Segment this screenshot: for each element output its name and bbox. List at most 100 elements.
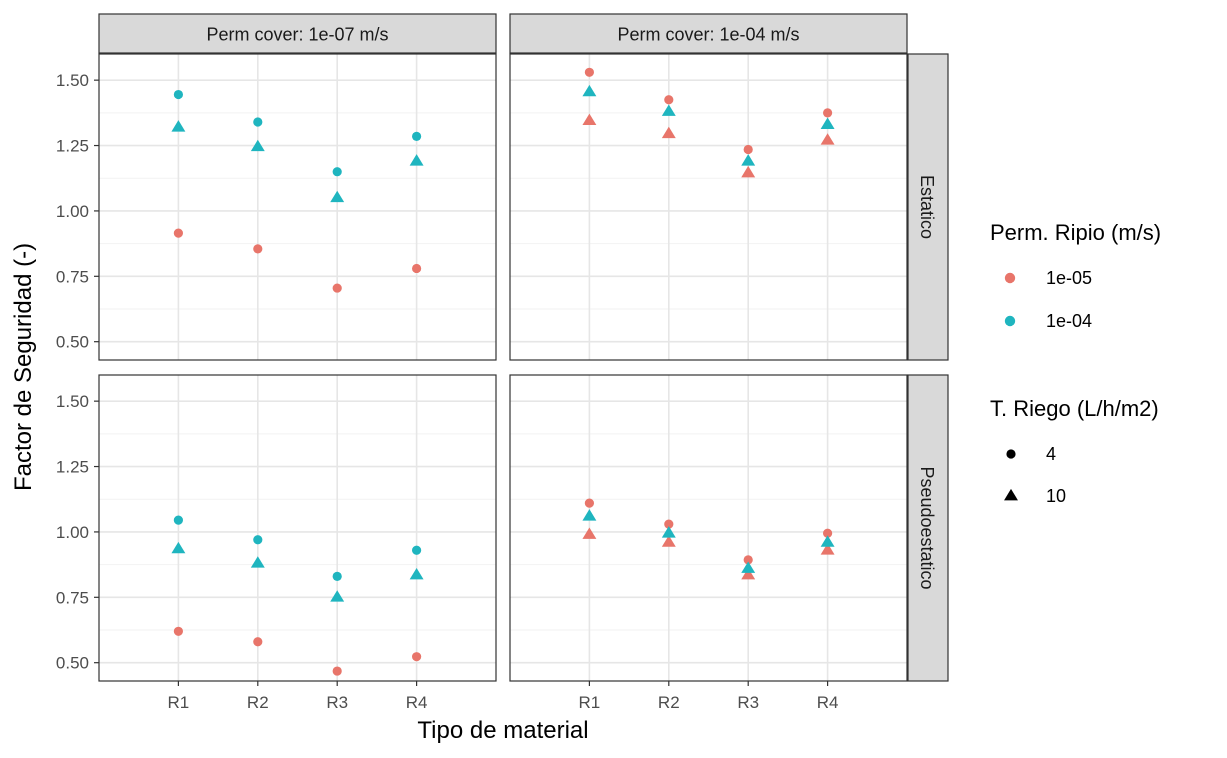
point-r1-ripio-1e-04-riego-10 bbox=[171, 120, 186, 132]
facet-col-label: Perm cover: 1e-04 m/s bbox=[617, 25, 799, 45]
point-r1-ripio-1e-04-riego-4 bbox=[173, 89, 183, 100]
point-r4-ripio-1e-04-riego-4 bbox=[412, 131, 422, 141]
point-r4-ripio-1e-05-riego-4 bbox=[823, 108, 833, 118]
point-r3-ripio-1e-05-riego-4 bbox=[743, 555, 753, 565]
panels-layer bbox=[98, 53, 908, 682]
y-tick-label: 1.00 bbox=[56, 523, 89, 542]
point-r4-ripio-1e-04-riego-4 bbox=[412, 545, 422, 555]
point-r2-ripio-1e-04-riego-4 bbox=[253, 117, 263, 127]
point-r3-ripio-1e-04-riego-10 bbox=[741, 154, 756, 166]
point-r4-ripio-1e-05-riego-4 bbox=[412, 652, 422, 662]
facet-strip-row-pseudoestatico: Pseudoestatico bbox=[907, 374, 949, 682]
point-r1-ripio-1e-05-riego-4 bbox=[584, 498, 595, 508]
panel-background bbox=[99, 54, 496, 360]
point-r3-ripio-1e-04-riego-10 bbox=[330, 590, 345, 602]
point-r3-ripio-1e-05-riego-10 bbox=[741, 165, 756, 178]
point-r3-ripio-1e-05-riego-4 bbox=[332, 283, 342, 293]
x-tick-label: R1 bbox=[579, 693, 601, 712]
panel-border bbox=[98, 53, 497, 361]
legend-title-perm-ripio: Perm. Ripio (m/s) bbox=[990, 220, 1161, 245]
point-r1-ripio-1e-04-riego-10 bbox=[582, 509, 597, 521]
legend-label-1e-05: 1e-05 bbox=[1046, 268, 1092, 288]
y-axis-title: Factor de Seguridad (-) bbox=[10, 243, 37, 491]
point-r2-ripio-1e-05-riego-4 bbox=[664, 519, 674, 529]
y-tick-label: 0.50 bbox=[56, 654, 89, 673]
point-r3-ripio-1e-04-riego-10 bbox=[330, 190, 345, 203]
legend-key-1e-04 bbox=[1004, 315, 1016, 327]
x-tick-label: R2 bbox=[658, 693, 680, 712]
y-tick-label: 0.75 bbox=[56, 267, 89, 286]
point-r1-ripio-1e-04-riego-4 bbox=[173, 515, 183, 525]
legend-key-triangle bbox=[1004, 488, 1018, 501]
point-r1-ripio-1e-05-riego-10 bbox=[582, 527, 597, 539]
point-r1-ripio-1e-05-riego-4 bbox=[584, 67, 595, 77]
legend-label-riego-10: 10 bbox=[1046, 486, 1066, 506]
point-r2-ripio-1e-04-riego-10 bbox=[250, 139, 265, 152]
panel-pseudoestatico-col2 bbox=[509, 374, 908, 682]
point-r2-ripio-1e-05-riego-4 bbox=[664, 95, 674, 105]
legend-title-riego: T. Riego (L/h/m2) bbox=[990, 396, 1159, 421]
y-tick-label: 1.50 bbox=[56, 392, 89, 411]
point-r2-ripio-1e-05-riego-4 bbox=[253, 244, 263, 254]
panel-background bbox=[510, 54, 907, 360]
facet-row-label: Pseudoestatico bbox=[917, 466, 937, 589]
axes-layer: 0.50 0.75 1.00 1.25 1.50 0.50 0.75 1.00 1.25 1.50… bbox=[56, 71, 839, 712]
point-r2-ripio-1e-04-riego-10 bbox=[250, 556, 265, 568]
legend-label-riego-4: 4 bbox=[1046, 444, 1056, 464]
point-r4-ripio-1e-04-riego-10 bbox=[409, 568, 424, 580]
x-tick-label: R4 bbox=[406, 693, 428, 712]
point-r3-ripio-1e-04-riego-10 bbox=[741, 561, 756, 573]
point-r4-ripio-1e-04-riego-10 bbox=[820, 535, 835, 547]
y-tick-label: 0.50 bbox=[56, 333, 89, 352]
point-r2-ripio-1e-04-riego-10 bbox=[661, 526, 676, 538]
point-r1-ripio-1e-05-riego-4 bbox=[173, 626, 183, 636]
x-tick-label: R4 bbox=[817, 693, 839, 712]
point-r3-ripio-1e-04-riego-4 bbox=[332, 571, 342, 581]
strip-background bbox=[98, 13, 497, 54]
panel-estatico-col1 bbox=[98, 53, 497, 361]
point-r4-ripio-1e-05-riego-10 bbox=[820, 133, 835, 145]
point-r1-ripio-1e-05-riego-10 bbox=[582, 113, 597, 126]
point-r4-ripio-1e-04-riego-10 bbox=[409, 154, 424, 166]
x-tick-label: R1 bbox=[168, 693, 190, 712]
panel-pseudoestatico-col1 bbox=[98, 374, 497, 682]
strip-background bbox=[907, 53, 949, 361]
panel-border bbox=[98, 374, 497, 682]
point-r2-ripio-1e-05-riego-4 bbox=[253, 637, 263, 647]
point-r2-ripio-1e-05-riego-10 bbox=[661, 535, 676, 547]
facet-strips: Perm cover: 1e-07 m/s Perm cover: 1e-04 m… bbox=[98, 13, 949, 682]
strip-background bbox=[907, 374, 949, 682]
point-r3-ripio-1e-05-riego-10 bbox=[741, 568, 756, 580]
panel-border bbox=[509, 53, 908, 361]
legend-key-1e-05 bbox=[1004, 272, 1016, 284]
legend-label-1e-04: 1e-04 bbox=[1046, 311, 1092, 331]
legend-key-circle bbox=[1006, 449, 1016, 459]
point-r4-ripio-1e-05-riego-4 bbox=[823, 528, 833, 538]
panel-border bbox=[509, 374, 908, 682]
facet-strip-row-estatico: Estatico bbox=[907, 53, 949, 361]
y-tick-label: 1.25 bbox=[56, 458, 89, 477]
facet-row-label: Estatico bbox=[917, 175, 937, 239]
point-r1-ripio-1e-04-riego-10 bbox=[171, 541, 186, 554]
strip-background bbox=[509, 13, 908, 54]
point-r3-ripio-1e-05-riego-4 bbox=[332, 666, 342, 676]
point-r1-ripio-1e-05-riego-4 bbox=[173, 228, 183, 238]
panel-estatico-col2 bbox=[509, 53, 908, 361]
panel-background bbox=[99, 375, 496, 681]
point-r2-ripio-1e-05-riego-10 bbox=[661, 126, 676, 139]
facet-strip-col1: Perm cover: 1e-07 m/s bbox=[98, 13, 497, 54]
point-r2-ripio-1e-04-riego-4 bbox=[253, 535, 263, 545]
point-r4-ripio-1e-04-riego-10 bbox=[820, 117, 835, 129]
point-r3-ripio-1e-05-riego-4 bbox=[743, 144, 753, 155]
point-r4-ripio-1e-05-riego-10 bbox=[820, 543, 835, 555]
point-r4-ripio-1e-05-riego-4 bbox=[412, 263, 422, 274]
x-tick-label: R2 bbox=[247, 693, 269, 712]
y-tick-label: 1.50 bbox=[56, 71, 89, 90]
y-tick-label: 1.00 bbox=[56, 202, 89, 221]
x-tick-label: R3 bbox=[326, 693, 348, 712]
point-r3-ripio-1e-04-riego-4 bbox=[332, 167, 342, 177]
y-tick-label: 0.75 bbox=[56, 588, 89, 607]
panel-background bbox=[510, 375, 907, 681]
point-r2-ripio-1e-04-riego-10 bbox=[661, 104, 676, 116]
